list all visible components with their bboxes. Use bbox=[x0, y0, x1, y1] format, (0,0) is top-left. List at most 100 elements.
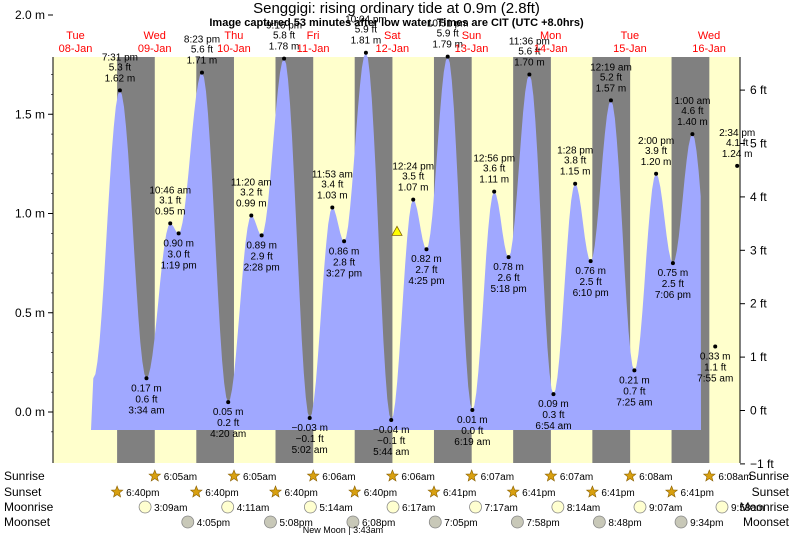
tide-ft-label: 4.1 ft bbox=[726, 138, 748, 149]
tide-ft-label: 2.9 ft bbox=[251, 251, 273, 262]
moonrise-time: 9:58am bbox=[731, 503, 764, 514]
right-tick-label: 1 ft bbox=[750, 350, 767, 364]
tide-time-label: 2:00 pm bbox=[638, 136, 674, 147]
tide-m-label: 1.20 m bbox=[641, 157, 672, 168]
sunset-time: 6:40pm bbox=[205, 488, 238, 499]
tide-point bbox=[492, 189, 497, 194]
row-label-right: Moonrise bbox=[740, 500, 790, 514]
tide-point bbox=[226, 400, 231, 405]
tide-ft-label: 5.9 ft bbox=[355, 25, 377, 36]
tide-point bbox=[527, 72, 532, 77]
sunrise-time: 6:06am bbox=[322, 472, 355, 483]
moonrise-time: 7:17am bbox=[485, 503, 518, 514]
tide-m-label: 0.76 m bbox=[575, 266, 606, 277]
tide-point bbox=[117, 88, 122, 93]
right-tick-label: 6 ft bbox=[750, 83, 767, 97]
tide-m-label: 1.62 m bbox=[105, 73, 136, 84]
sunset-icon bbox=[506, 485, 520, 498]
day-weekday-label: Mon bbox=[540, 30, 561, 42]
tide-ft-label: 3.2 ft bbox=[240, 187, 262, 198]
tide-ft-label: 2.7 ft bbox=[415, 265, 437, 276]
right-tick-label: 2 ft bbox=[750, 297, 767, 311]
tide-point bbox=[445, 54, 450, 59]
moonrise-icon bbox=[469, 500, 482, 514]
tide-point bbox=[259, 233, 264, 238]
sunrise-icon bbox=[385, 469, 399, 482]
moonset-time: 8:48pm bbox=[608, 518, 641, 529]
tide-m-label: 1.03 m bbox=[317, 191, 348, 202]
tide-m-label: 0.99 m bbox=[236, 198, 267, 209]
tide-ft-label: 3.5 ft bbox=[402, 172, 424, 183]
row-label-left: Moonrise bbox=[4, 500, 54, 514]
row-label-left: Moonset bbox=[4, 515, 51, 529]
tide-ft-label: 1.1 ft bbox=[704, 362, 726, 373]
left-tick-label: 0.5 m bbox=[15, 306, 45, 320]
tide-ft-label: 3.0 ft bbox=[168, 249, 190, 260]
tide-point bbox=[690, 132, 695, 137]
row-label-right: Moonset bbox=[743, 515, 790, 529]
tide-point bbox=[588, 259, 593, 264]
sunrise-icon bbox=[544, 469, 558, 482]
tide-time-label: 10:51 pm bbox=[427, 19, 469, 30]
day-date-label: 10-Jan bbox=[217, 43, 251, 55]
tide-time-label: 9:16 pm bbox=[266, 21, 302, 32]
tide-m-label: 1.57 m bbox=[596, 83, 627, 94]
tide-m-label: 0.78 m bbox=[493, 262, 524, 273]
day-weekday-label: Tue bbox=[66, 30, 85, 42]
tide-ft-label: −0.1 ft bbox=[377, 436, 405, 447]
tide-point bbox=[176, 231, 181, 236]
tide-m-label: 1.79 m bbox=[432, 40, 463, 51]
moonset-time: 6:08pm bbox=[362, 518, 395, 529]
moonset-time: 4:05pm bbox=[197, 518, 230, 529]
tide-ft-label: 2.8 ft bbox=[333, 257, 355, 268]
sunrise-time: 6:08am bbox=[718, 472, 751, 483]
tide-ft-label: 0.0 ft bbox=[461, 426, 483, 437]
row-label-left: Sunrise bbox=[4, 469, 45, 483]
sunrise-time: 6:05am bbox=[164, 472, 197, 483]
tide-time-label: 5:44 am bbox=[373, 447, 409, 458]
tide-ft-label: 0.6 ft bbox=[135, 394, 157, 405]
tide-m-label: 1.40 m bbox=[677, 117, 708, 128]
tide-m-label: 0.86 m bbox=[329, 246, 360, 257]
moonrise-icon bbox=[551, 500, 565, 514]
tide-ft-label: 5.2 ft bbox=[600, 72, 622, 83]
tide-m-label: 0.05 m bbox=[213, 407, 244, 418]
tide-time-label: 7:31 pm bbox=[102, 52, 138, 63]
sunset-time: 6:41pm bbox=[601, 488, 634, 499]
tide-time-label: 11:53 am bbox=[312, 170, 353, 181]
tide-point bbox=[307, 415, 312, 420]
tide-time-label: 12:24 pm bbox=[392, 162, 434, 173]
tide-m-label: 0.01 m bbox=[457, 415, 488, 426]
sunrise-time: 6:07am bbox=[481, 472, 514, 483]
tide-m-label: 1.11 m bbox=[479, 175, 509, 186]
tide-point bbox=[608, 98, 613, 103]
chart-subtitle: Image captured 53 minutes after low wate… bbox=[209, 17, 584, 29]
moonrise-time: 8:14am bbox=[567, 503, 600, 514]
tide-time-label: 5:02 am bbox=[292, 445, 328, 456]
tide-point bbox=[670, 261, 675, 266]
right-tick-label: 5 ft bbox=[750, 137, 767, 151]
tide-time-label: 8:23 pm bbox=[184, 35, 220, 46]
tide-m-label: 0.75 m bbox=[658, 268, 689, 279]
tide-m-label: 0.09 m bbox=[538, 399, 569, 410]
tide-point bbox=[713, 344, 718, 349]
tide-m-label: 0.21 m bbox=[619, 375, 650, 386]
tide-time-label: 7:25 am bbox=[616, 397, 652, 408]
left-tick-label: 1.5 m bbox=[15, 107, 45, 121]
tide-point bbox=[470, 408, 475, 413]
sunrise-time: 6:08am bbox=[639, 472, 672, 483]
moonset-time: 5:08pm bbox=[279, 518, 312, 529]
sunset-icon bbox=[110, 485, 124, 498]
tide-ft-label: 2.5 ft bbox=[580, 277, 602, 288]
sunrise-icon bbox=[702, 469, 716, 482]
sunset-time: 6:40pm bbox=[364, 488, 397, 499]
moonrise-time: 3:09am bbox=[154, 503, 187, 514]
moonset-time: 7:58pm bbox=[526, 518, 559, 529]
sunrise-icon bbox=[623, 469, 637, 482]
tide-ft-label: 5.6 ft bbox=[518, 47, 540, 58]
moonrise-icon bbox=[303, 500, 317, 514]
tide-ft-label: 3.8 ft bbox=[564, 156, 586, 167]
tide-point bbox=[249, 213, 254, 218]
sunset-icon bbox=[585, 485, 599, 498]
tide-m-label: 1.81 m bbox=[351, 36, 382, 47]
